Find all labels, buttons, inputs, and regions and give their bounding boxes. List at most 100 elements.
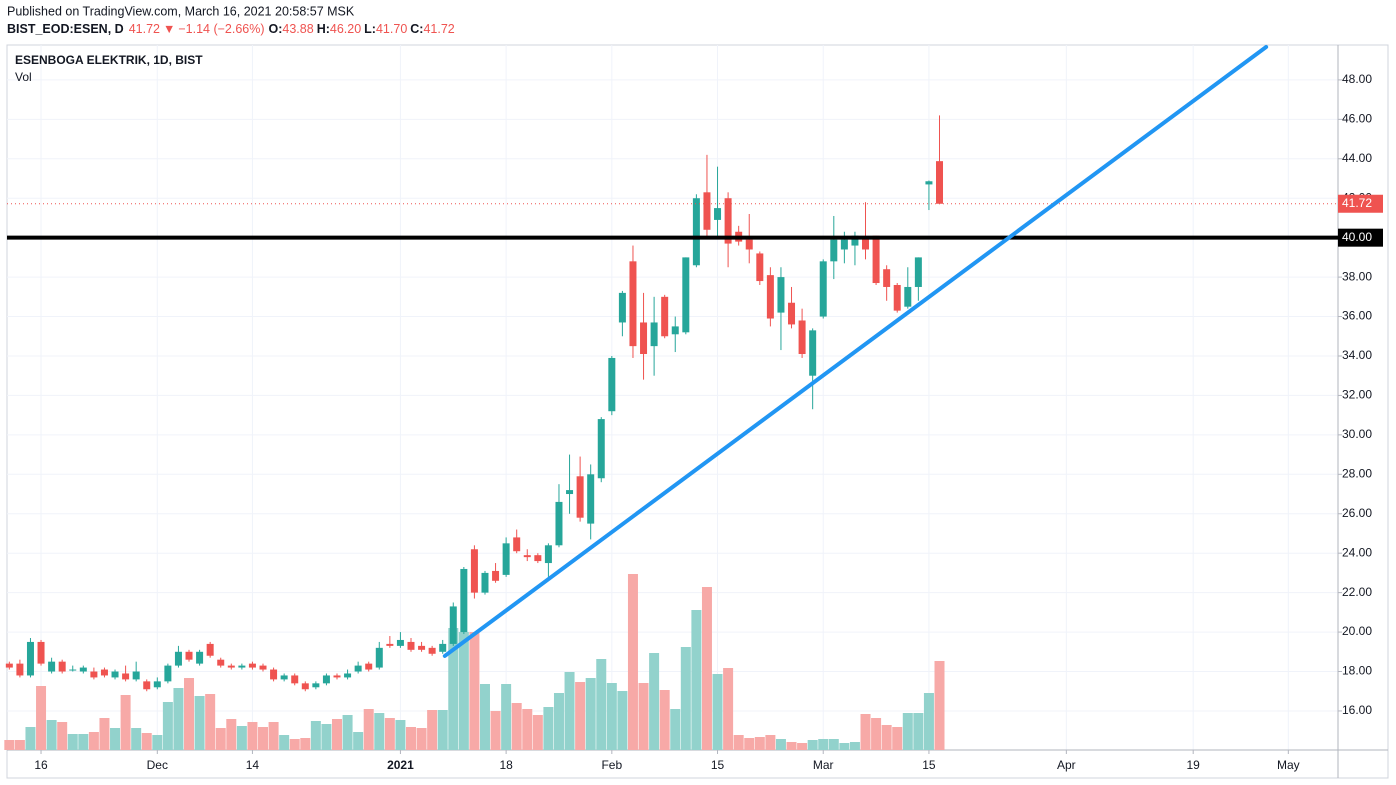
arrow: ▼ xyxy=(163,22,175,36)
candle-body xyxy=(396,639,404,646)
volume-bar xyxy=(36,686,47,750)
candle-body xyxy=(703,192,711,230)
volume-bar xyxy=(427,710,438,750)
y-tick-label: 44.00 xyxy=(1342,151,1372,165)
volume-bar xyxy=(258,727,269,750)
candle-body xyxy=(872,235,880,284)
y-tick-label: 38.00 xyxy=(1342,269,1372,283)
candle-body xyxy=(851,235,859,246)
candle-body xyxy=(5,663,13,668)
volume-bar xyxy=(458,632,469,750)
candle-body xyxy=(576,476,584,518)
volume-bar xyxy=(797,743,808,750)
y-tick-label: 16.00 xyxy=(1342,703,1372,717)
x-tick-label: 18 xyxy=(499,758,513,772)
candle-body xyxy=(692,198,700,266)
candle-body xyxy=(238,665,246,668)
candle-body xyxy=(629,261,637,347)
candle-body xyxy=(333,675,341,678)
volume-bar xyxy=(659,690,670,750)
volume-bar xyxy=(585,678,596,750)
volume-bar xyxy=(807,740,818,750)
candle-body xyxy=(883,269,891,287)
y-tick-label: 18.00 xyxy=(1342,664,1372,678)
volume-bar xyxy=(57,722,68,750)
candle-body xyxy=(301,683,309,690)
volume-bar xyxy=(881,725,892,750)
ohlc-value: 41.70 xyxy=(376,22,407,36)
candle-body xyxy=(386,643,394,646)
change: −1.14 (−2.66%) xyxy=(178,22,264,36)
candle-body xyxy=(90,671,98,678)
candle-body xyxy=(936,161,944,204)
candle-body xyxy=(322,675,330,684)
volume-bar xyxy=(712,674,723,750)
published-note: Published on TradingView.com, March 16, … xyxy=(7,4,355,18)
y-tick-label: 46.00 xyxy=(1342,112,1372,126)
level-label: 40.00 xyxy=(1342,230,1372,244)
y-tick-label: 20.00 xyxy=(1342,624,1372,638)
volume-bar xyxy=(765,735,776,750)
candle-body xyxy=(597,419,605,479)
candle-body xyxy=(608,357,616,412)
candle-body xyxy=(111,671,119,678)
volume-bar xyxy=(828,739,839,750)
volume-bar xyxy=(416,728,427,750)
ohlc-value: 43.88 xyxy=(282,22,313,36)
candle-body xyxy=(809,330,817,376)
candle-body xyxy=(48,661,56,672)
candle-body xyxy=(777,277,785,313)
y-tick-label: 36.00 xyxy=(1342,309,1372,323)
candle-body xyxy=(418,645,426,650)
candle-body xyxy=(37,641,45,664)
x-tick-label: Apr xyxy=(1057,758,1076,772)
volume-bar xyxy=(215,728,226,750)
y-tick-label: 34.00 xyxy=(1342,348,1372,362)
volume-bar xyxy=(575,682,586,750)
candle-body xyxy=(650,322,658,347)
candle-body xyxy=(217,659,225,666)
candle-body xyxy=(788,302,796,325)
volume-bar xyxy=(934,661,945,750)
candle-body xyxy=(26,641,34,676)
candle-body xyxy=(640,322,648,355)
candle-body xyxy=(291,675,299,684)
candle-body xyxy=(555,501,563,546)
volume-bar xyxy=(279,735,290,750)
candle-body xyxy=(407,641,415,650)
candle-body xyxy=(671,326,679,335)
volume-bar xyxy=(226,719,237,750)
candle-body xyxy=(280,675,288,680)
candle-body xyxy=(661,296,669,337)
candle-body xyxy=(365,663,373,670)
candle-body xyxy=(862,237,870,250)
candle-body xyxy=(587,474,595,524)
x-tick-label: 15 xyxy=(922,758,936,772)
ohlc-label: H: xyxy=(317,22,330,36)
candle-body xyxy=(270,669,278,680)
volume-bar xyxy=(839,743,850,750)
volume-bar xyxy=(363,709,374,750)
x-tick-label: Dec xyxy=(147,758,168,772)
candle-body xyxy=(682,257,690,333)
y-tick-label: 26.00 xyxy=(1342,506,1372,520)
candle-body xyxy=(534,555,542,562)
candle-body xyxy=(206,643,214,656)
volume-bar xyxy=(553,693,564,750)
volume-bar xyxy=(247,722,258,750)
candle-body xyxy=(714,208,722,220)
candle-body xyxy=(460,568,468,633)
candle-body xyxy=(185,651,193,660)
volume-bar xyxy=(691,610,702,750)
candle-body xyxy=(58,661,66,672)
candle-body xyxy=(375,647,383,668)
volume-bar xyxy=(902,713,913,750)
ohlc-label: O: xyxy=(269,22,283,36)
candle-body xyxy=(830,239,838,262)
candle-body xyxy=(618,292,626,323)
volume-bar xyxy=(849,742,860,750)
candle-body xyxy=(724,198,732,244)
y-tick-label: 30.00 xyxy=(1342,427,1372,441)
candle-body xyxy=(344,673,352,678)
chart-frame xyxy=(6,44,1389,779)
